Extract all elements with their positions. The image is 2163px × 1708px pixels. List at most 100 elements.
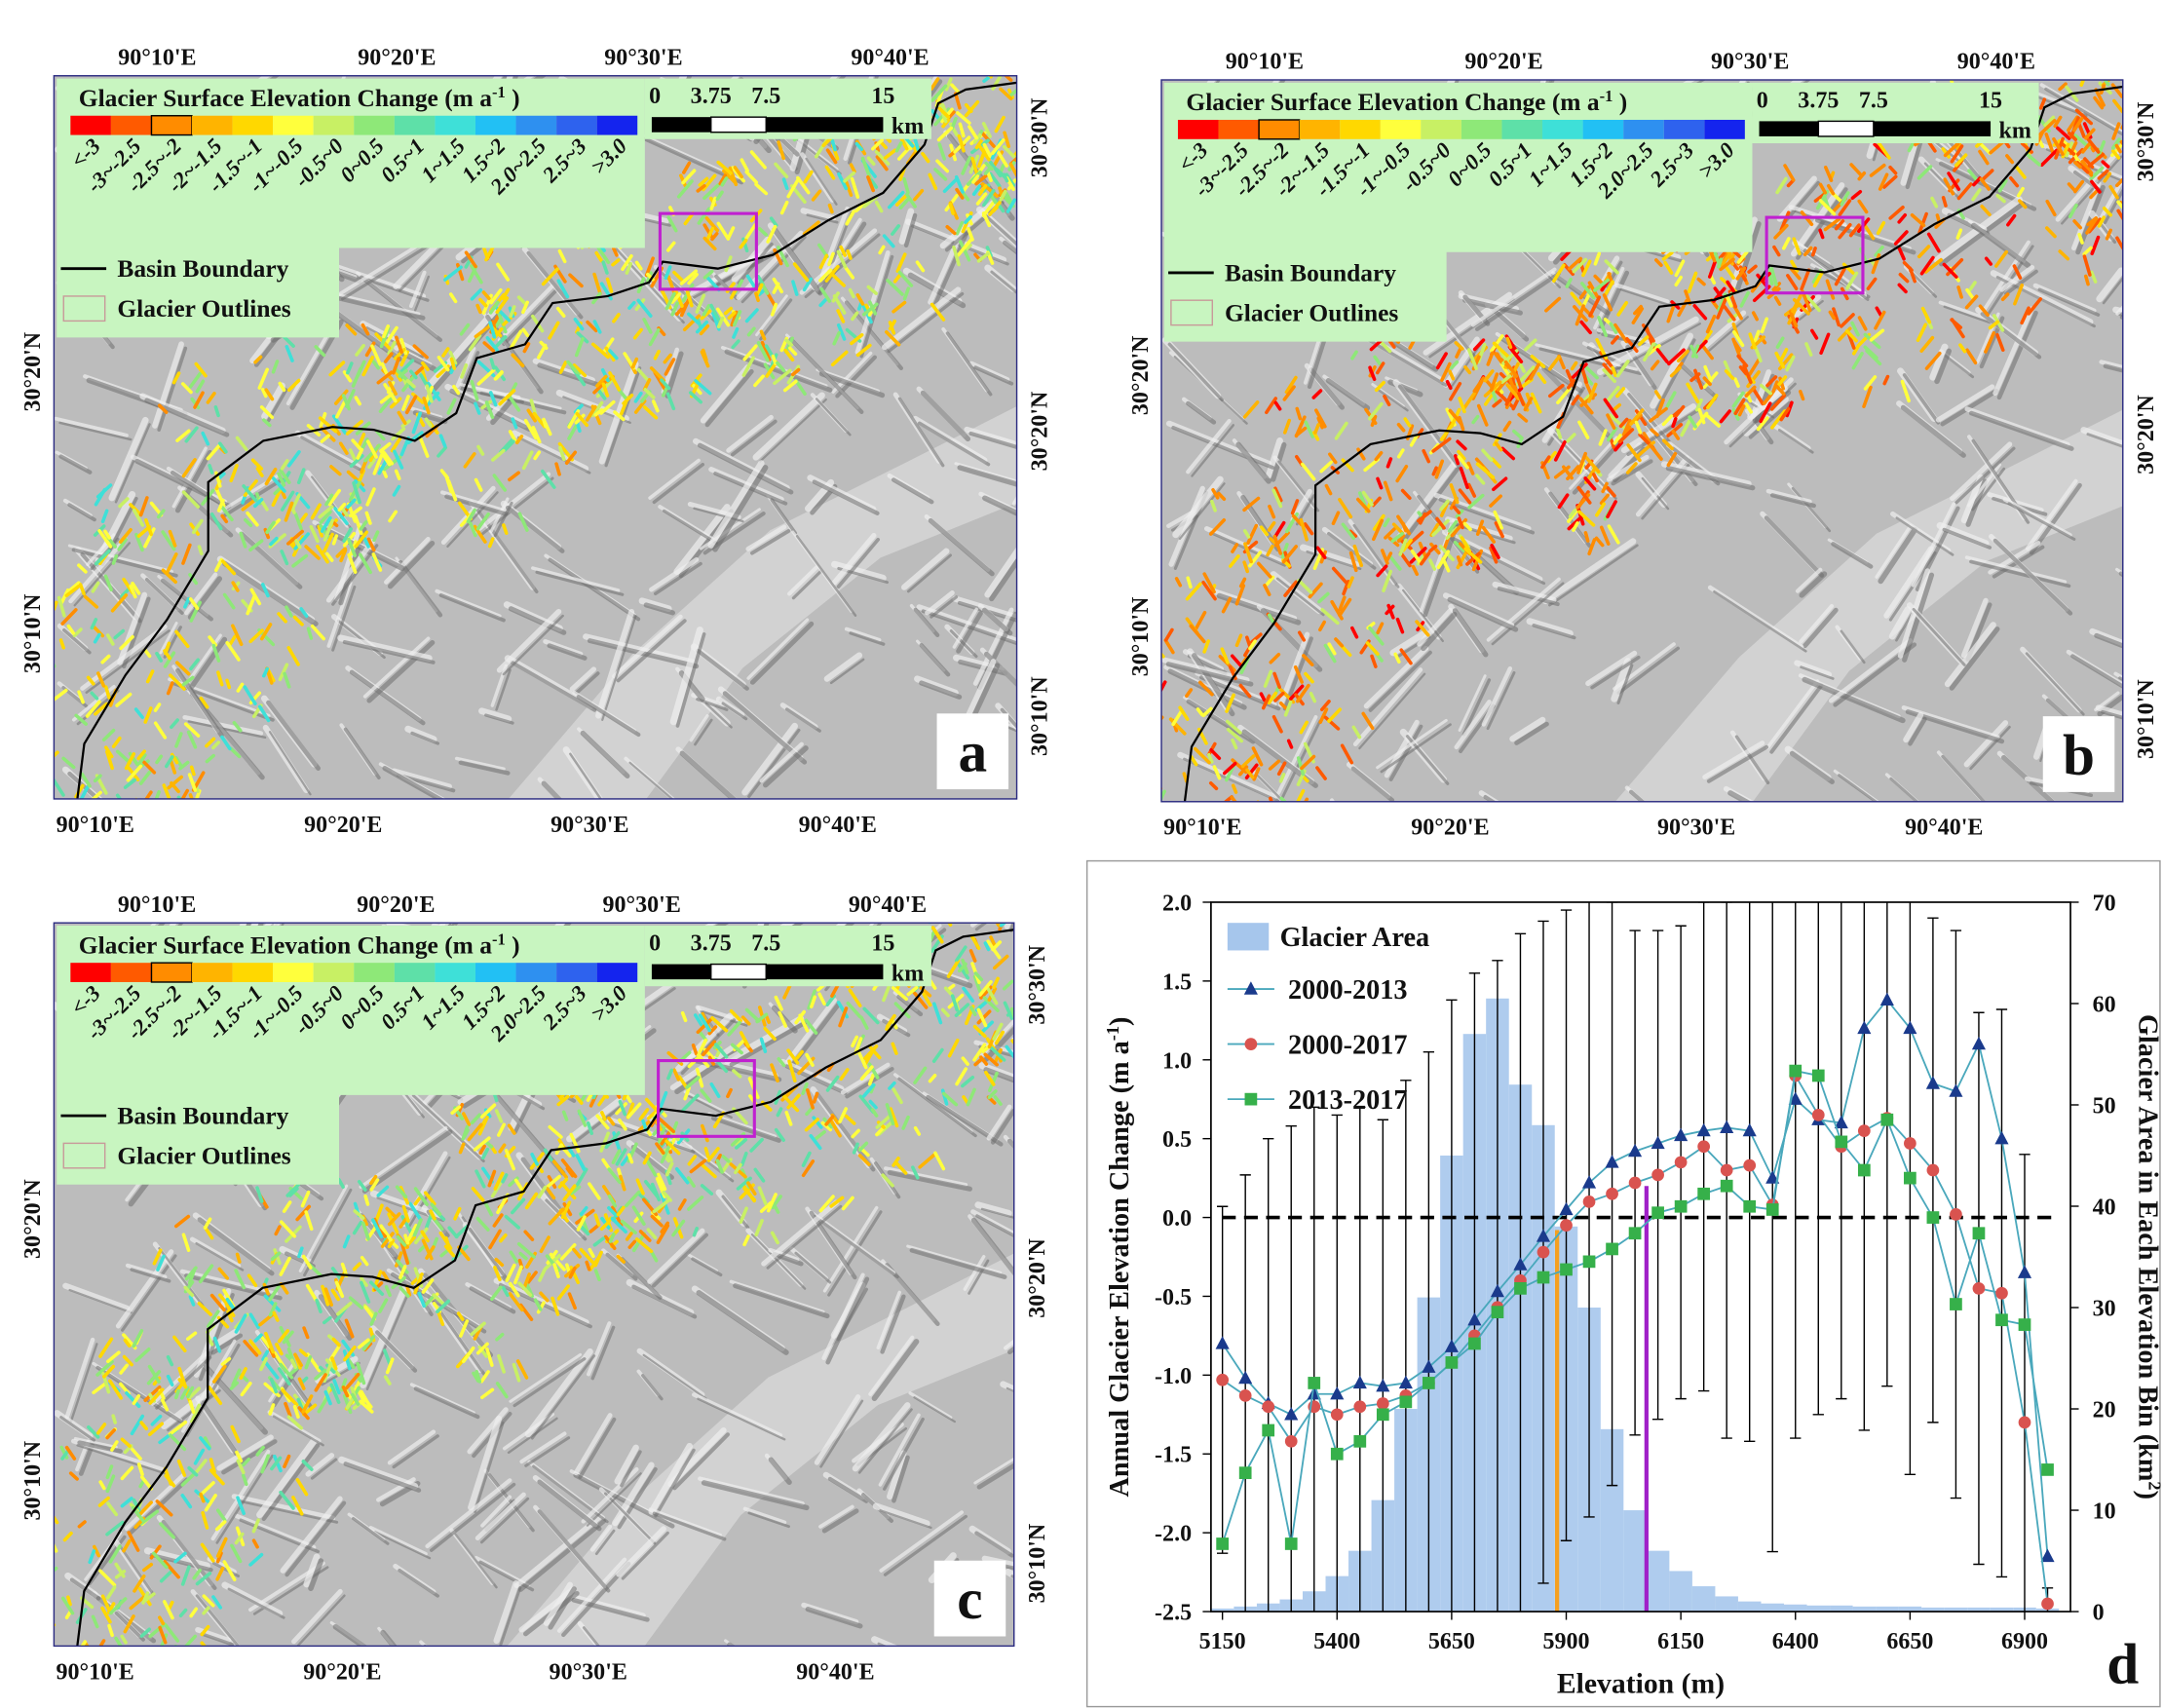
- scale-label: 0: [649, 84, 661, 109]
- glacier-patch: [947, 39, 959, 54]
- class-swatch: [475, 116, 516, 135]
- glacier-patch: [19, 1606, 33, 1616]
- class-swatch: [1664, 120, 1705, 139]
- bottom-coord: 90°30'E: [1657, 816, 1735, 841]
- glacier-patch: [974, 901, 986, 917]
- glacier-patch: [1143, 758, 1148, 767]
- glacier-patch: [38, 758, 49, 771]
- glacier-patch: [900, 858, 906, 863]
- boundary-label: Basin Boundary: [117, 254, 288, 283]
- page: Glacier Surface Elevation Change {"map_c…: [0, 0, 2163, 1708]
- right-coord: 30°30'N: [1028, 97, 1053, 177]
- scale-bar-2: [711, 117, 767, 133]
- glacier-patch: [829, 206, 832, 212]
- scale-label: 7.5: [751, 84, 780, 109]
- class-swatch: [233, 116, 274, 135]
- class-swatch: [1501, 120, 1542, 139]
- glacier-patch: [19, 740, 26, 759]
- glacier-patch: [958, 869, 970, 884]
- scale-bar-3: [1874, 121, 1991, 136]
- glacier-patch: [2042, 52, 2052, 64]
- glacier-patch: [1113, 782, 1121, 792]
- glacier-patch: [544, 420, 546, 427]
- glacier-patch: [1205, 804, 1213, 811]
- class-swatch: [1219, 120, 1260, 139]
- class-swatch: [597, 116, 638, 135]
- glacier-patch: [1813, 248, 1815, 255]
- glacier-patch: [898, 12, 905, 19]
- glacier-patch: [40, 1625, 55, 1638]
- glacier-patch: [963, 40, 970, 48]
- right-coord: 30°10'N: [1028, 676, 1053, 756]
- class-swatch: [1421, 120, 1461, 139]
- bottom-coord: 90°10'E: [1163, 816, 1241, 841]
- glacier-patch: [32, 1529, 44, 1542]
- glacier-patch: [1105, 779, 1111, 786]
- glacier-patch: [26, 1584, 36, 1602]
- glacier-patch: [1304, 806, 1309, 816]
- glacier-patch: [978, 890, 981, 898]
- legend-title: Glacier Surface Elevation Change (m a-1 …: [1186, 87, 1627, 117]
- glacier-patch: [587, 1262, 589, 1269]
- glacier-patch: [1082, 786, 1087, 800]
- glacier-patch: [68, 1597, 70, 1604]
- glacier-patch: [16, 1547, 19, 1554]
- scale-unit: km: [1999, 118, 2031, 143]
- glacier-patch: [943, 56, 949, 73]
- glacier-patch: [1119, 667, 1122, 675]
- glacier-patch: [2131, 212, 2138, 218]
- scale-label: 15: [871, 84, 894, 109]
- glacier-patch: [178, 804, 182, 816]
- glacier-patch: [1094, 752, 1102, 760]
- glacier-patch: [1032, 181, 1035, 189]
- glacier-patch: [2095, 29, 2104, 47]
- class-swatch: [435, 116, 475, 135]
- glacier-patch: [19, 1636, 28, 1647]
- class-swatch: [1583, 120, 1624, 139]
- map-panel: Glacier Surface Elevation Change (m a-1 …: [0, 833, 1104, 1708]
- glacier-patch: [2014, 17, 2022, 31]
- glacier-patch: [136, 1651, 140, 1659]
- top-coord: 90°20'E: [1464, 50, 1542, 75]
- class-swatch: [516, 116, 557, 135]
- glacier-patch: [2080, 17, 2088, 29]
- glacier-patch: [135, 803, 140, 813]
- glacier-patch: [136, 800, 142, 808]
- glacier-patch: [113, 1416, 115, 1423]
- bottom-coord: 90°20'E: [304, 813, 382, 838]
- glacier-patch: [2022, 16, 2029, 21]
- glacier-patch: [978, 50, 982, 57]
- glacier-patch: [209, 466, 211, 473]
- glacier-patch: [980, 10, 986, 22]
- left-coord: 30°10'N: [1128, 596, 1154, 676]
- glacier-patch: [982, 0, 987, 4]
- glacier-patch: [38, 1618, 45, 1629]
- legend-title: Glacier Surface Elevation Change (m a-1 …: [79, 82, 520, 112]
- class-swatch: [395, 116, 436, 135]
- scale-label: 3.75: [691, 84, 732, 109]
- glacier-patch: [19, 755, 29, 772]
- top-coord: 90°20'E: [358, 45, 436, 70]
- glacier-patch: [978, 64, 989, 76]
- glacier-patch: [47, 661, 52, 665]
- class-swatch: [1300, 120, 1341, 139]
- glacier-patch: [1002, 889, 1014, 904]
- glacier-patch: [970, 880, 978, 892]
- glacier-patch: [1998, 10, 2004, 15]
- glacier-patch: [902, 10, 917, 21]
- glacier-patch: [2080, 0, 2096, 8]
- glacier-patch: [192, 767, 194, 774]
- glacier-patch: [927, 14, 932, 27]
- glacier-patch: [12, 774, 17, 783]
- scale-label: 3.75: [1798, 88, 1839, 113]
- class-swatch: [1542, 120, 1583, 139]
- panel-letter: a: [958, 720, 987, 784]
- glacier-patch: [904, 33, 915, 43]
- glacier-patch: [981, 883, 988, 889]
- glacier-patch: [578, 423, 580, 431]
- right-coord: 30°30'N: [2134, 101, 2159, 181]
- glacier-patch: [978, 12, 982, 19]
- glacier-patch: [968, 854, 976, 872]
- glacier-patch: [705, 1149, 708, 1158]
- bottom-coord: 90°40'E: [1905, 816, 1983, 841]
